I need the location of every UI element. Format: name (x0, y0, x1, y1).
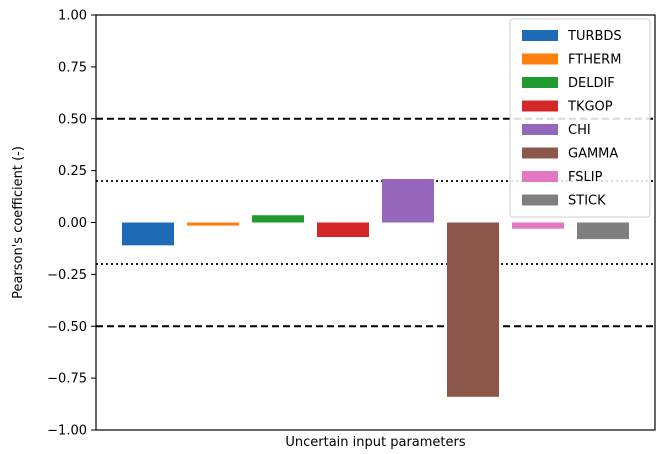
bar-fslip (512, 222, 564, 229)
legend-label-fslip: FSLIP (568, 170, 603, 185)
bar-turbds (122, 222, 174, 246)
legend-label-stick: STICK (568, 194, 606, 209)
y-tick-label: −1.00 (47, 424, 87, 439)
x-axis-label: Uncertain input parameters (285, 435, 465, 450)
legend: TURBDS FTHERM DELDIF TKGOP CHI GAMMA FSLIP STIC… (509, 18, 651, 218)
y-tick-label: 0.50 (58, 112, 87, 127)
legend-label-ftherm: FTHERM (568, 53, 621, 68)
bar-deldif (252, 215, 304, 223)
legend-label-deldif: DELDIF (568, 76, 615, 91)
y-tick-label: 0.25 (58, 164, 87, 179)
y-tick-label: −0.50 (47, 320, 87, 335)
y-tick-label: −0.75 (47, 372, 87, 387)
legend-label-gamma: GAMMA (568, 147, 618, 162)
legend-swatch-ftherm (522, 53, 558, 65)
bars (122, 178, 629, 397)
legend-swatch-stick (522, 194, 558, 206)
y-axis: −1.00 −0.75 −0.50 −0.25 0.00 0.25 0.50 0.75 1.00 (47, 9, 96, 439)
bar-gamma (447, 222, 499, 397)
y-axis-label: Pearson's coefficient (-) (11, 146, 26, 299)
legend-swatch-fslip (522, 171, 558, 182)
legend-label-turbds: TURBDS (567, 29, 622, 44)
bar-chi (382, 178, 434, 223)
y-tick-label: −0.25 (47, 268, 87, 283)
legend-box (509, 18, 651, 218)
legend-swatch-gamma (522, 147, 558, 159)
bar-ftherm (187, 222, 239, 226)
bar-stick (577, 222, 629, 240)
legend-swatch-turbds (522, 30, 558, 41)
y-tick-label: 1.00 (58, 9, 87, 24)
y-tick-label: 0.75 (58, 60, 87, 75)
legend-swatch-tkgop (522, 100, 558, 112)
bar-tkgop (317, 222, 369, 238)
y-tick-label: 0.00 (58, 216, 87, 231)
legend-swatch-deldif (522, 77, 558, 88)
legend-swatch-chi (522, 124, 558, 135)
legend-label-tkgop: TKGOP (567, 100, 613, 115)
legend-label-chi: CHI (568, 123, 591, 138)
